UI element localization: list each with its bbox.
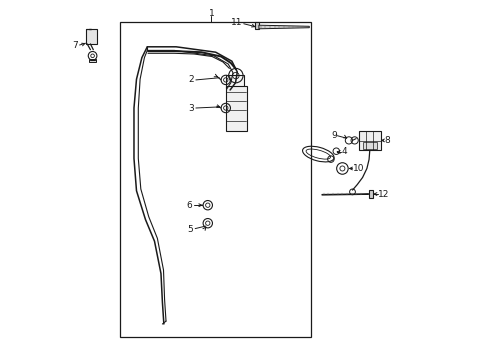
Text: 7: 7 [72,40,78,49]
Text: 2: 2 [188,76,194,85]
Polygon shape [258,25,309,29]
Text: 10: 10 [352,164,363,173]
Bar [255,22,258,29]
Bar [368,190,372,198]
Text: 4: 4 [341,147,346,156]
Bar [362,142,376,149]
Text: 9: 9 [330,130,336,139]
Text: 3: 3 [188,104,194,112]
Bar [226,75,244,88]
Text: 5: 5 [187,225,193,234]
Text: 6: 6 [186,201,192,210]
Bar [89,59,96,62]
Text: 11: 11 [230,18,242,27]
Bar [358,131,380,150]
Text: 1: 1 [208,9,214,18]
Polygon shape [321,194,368,195]
Bar [225,86,246,131]
Text: 8: 8 [384,136,389,145]
Text: 12: 12 [378,189,389,198]
Bar [86,29,97,44]
Bar [120,22,310,337]
